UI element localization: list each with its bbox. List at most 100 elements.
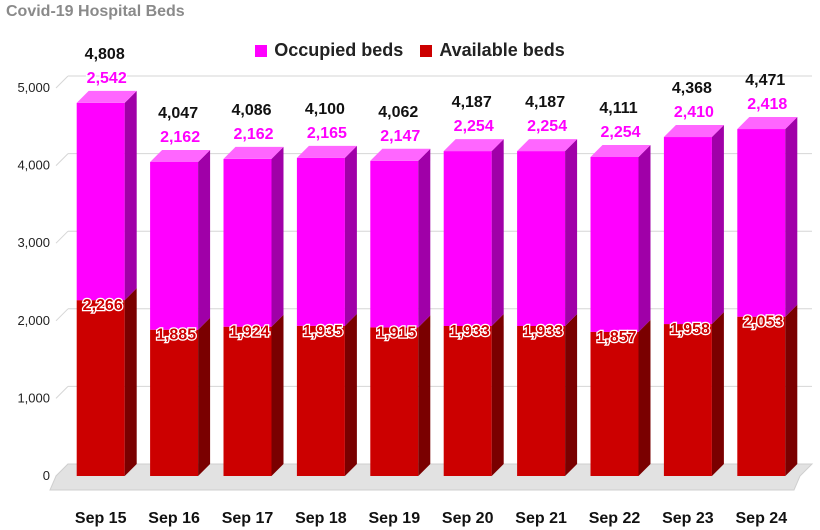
data-label-occupied: 2,542 — [87, 70, 127, 87]
bar-available — [76, 300, 125, 476]
legend-item-occupied: Occupied beds — [255, 40, 403, 61]
data-label-total: 4,187 — [452, 94, 492, 111]
data-label-available: 1,958 — [670, 321, 710, 338]
data-label-total: 4,062 — [378, 104, 418, 121]
data-label-total: 4,368 — [672, 80, 712, 97]
bar-available-side — [418, 315, 431, 476]
bar-occupied — [737, 129, 786, 317]
bar-available-side — [124, 288, 137, 476]
y-tick-label: 2,000 — [17, 313, 50, 328]
data-label-available: 2,053 — [743, 314, 783, 331]
bar-top — [76, 90, 137, 103]
bar-occupied-side — [418, 148, 431, 328]
x-tick-label: Sep 21 — [515, 510, 567, 527]
bar-top — [517, 139, 578, 152]
bar-occupied — [296, 157, 345, 326]
data-label-occupied: 2,147 — [380, 128, 420, 145]
gridline-diagonal — [55, 75, 69, 89]
bar-occupied-side — [198, 149, 211, 330]
data-label-total: 4,808 — [85, 46, 125, 63]
y-tick-label: 1,000 — [17, 390, 50, 405]
bar-available-side — [198, 317, 211, 476]
data-label-occupied: 2,254 — [527, 118, 567, 135]
bar-occupied — [517, 151, 566, 326]
data-label-occupied: 2,410 — [674, 104, 714, 121]
bar-occupied — [590, 156, 639, 332]
data-label-available: 1,935 — [303, 323, 343, 340]
bar-occupied — [223, 158, 272, 327]
data-label-available: 2,266 — [83, 297, 123, 314]
bar-occupied-side — [344, 145, 357, 326]
data-label-occupied: 2,165 — [307, 125, 347, 142]
legend-swatch-occupied — [255, 44, 268, 57]
x-tick-label: Sep 24 — [736, 510, 788, 527]
gridline-diagonal — [55, 230, 69, 244]
bar-occupied-side — [565, 139, 578, 326]
x-tick-label: Sep 18 — [295, 510, 347, 527]
bar-available — [223, 326, 272, 476]
data-label-total: 4,111 — [599, 100, 637, 117]
data-label-occupied: 2,162 — [233, 126, 273, 143]
bar-available-side — [785, 304, 798, 476]
gridline-diagonal — [55, 153, 69, 166]
bar-occupied — [76, 102, 125, 301]
x-tick-label: Sep 16 — [148, 510, 200, 527]
bar-available-side — [565, 313, 578, 476]
bar-available-side — [711, 312, 724, 476]
legend-label-available: Available beds — [439, 40, 565, 60]
bar-top — [590, 144, 651, 157]
data-label-occupied: 2,162 — [160, 129, 200, 146]
y-tick-label: 0 — [43, 468, 50, 483]
bar-top — [443, 139, 504, 152]
chart-legend: Occupied beds Available beds — [0, 40, 820, 62]
bar-occupied-side — [711, 125, 724, 325]
data-label-occupied: 2,418 — [747, 96, 787, 113]
bar-available-side — [638, 319, 651, 476]
data-label-total: 4,100 — [305, 101, 345, 118]
data-label-available: 1,933 — [450, 323, 490, 340]
bar-available — [370, 327, 419, 476]
data-label-available: 1,915 — [376, 324, 416, 341]
data-label-total: 4,086 — [231, 102, 271, 119]
data-label-available: 1,924 — [229, 324, 269, 341]
y-tick-label: 5,000 — [17, 80, 50, 95]
bar-available — [517, 325, 566, 476]
bar-occupied-side — [124, 90, 137, 301]
bar-occupied-side — [491, 139, 504, 326]
bar-available — [590, 331, 639, 476]
gridline-diagonal — [55, 386, 69, 399]
data-label-total: 4,047 — [158, 105, 198, 122]
bar-available — [443, 325, 492, 476]
data-label-available: 1,857 — [596, 329, 636, 346]
bar-occupied-side — [785, 117, 798, 317]
legend-label-occupied: Occupied beds — [274, 40, 404, 60]
bar-occupied — [663, 137, 712, 325]
gridline-diagonal — [55, 308, 69, 322]
x-tick-label: Sep 23 — [662, 510, 714, 527]
bar-occupied — [370, 160, 419, 328]
bar-top — [370, 148, 431, 161]
x-tick-label: Sep 15 — [75, 510, 127, 527]
bar-available — [663, 324, 712, 476]
data-label-available: 1,933 — [523, 323, 563, 340]
bar-available — [150, 329, 199, 476]
bar-available-side — [491, 313, 504, 476]
bar-available-side — [271, 314, 284, 476]
bar-available — [737, 316, 786, 476]
x-tick-label: Sep 22 — [589, 510, 641, 527]
legend-swatch-available — [420, 44, 433, 57]
bar-occupied — [443, 151, 492, 326]
bar-top — [737, 117, 798, 130]
data-label-total: 4,471 — [745, 72, 785, 89]
chart-title: Covid-19 Hospital Beds — [6, 3, 185, 20]
bar-top — [663, 125, 724, 138]
bar-top — [296, 145, 357, 158]
bar-top — [150, 149, 211, 162]
x-tick-label: Sep 19 — [369, 510, 421, 527]
legend-item-available: Available beds — [420, 40, 565, 61]
bar-occupied-side — [638, 144, 651, 332]
bar-available-side — [344, 313, 357, 476]
data-label-available: 1,885 — [156, 327, 196, 344]
bar-available — [296, 325, 345, 476]
